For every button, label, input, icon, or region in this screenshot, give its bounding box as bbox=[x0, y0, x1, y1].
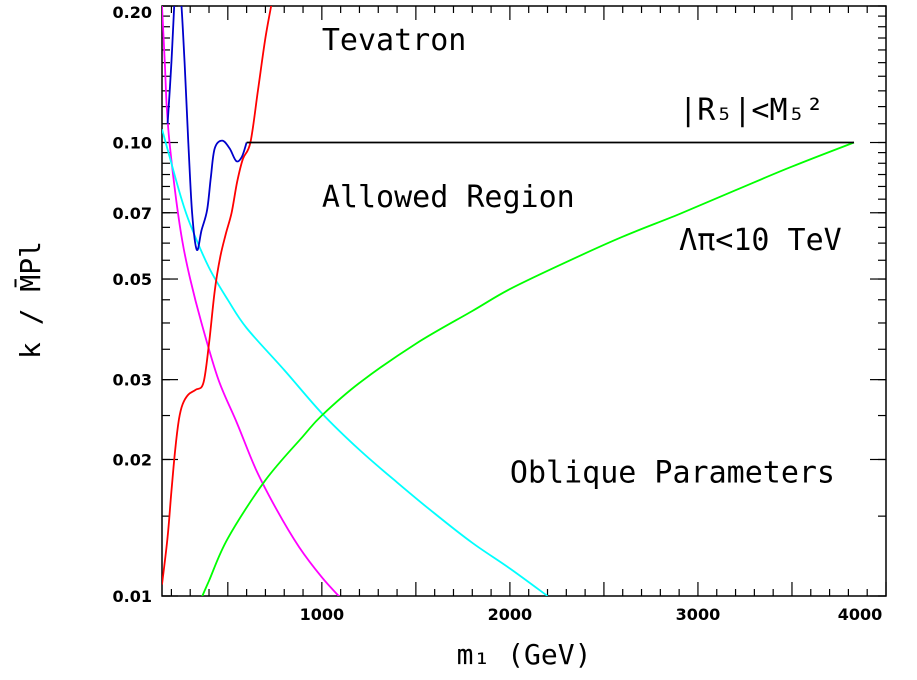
y-tick-label: 0.07 bbox=[113, 204, 152, 223]
y-tick-label: 0.03 bbox=[113, 371, 152, 390]
y-tick-label: 0.10 bbox=[113, 134, 152, 153]
annotation: Allowed Region bbox=[322, 180, 575, 215]
annotation: Tevatron bbox=[322, 23, 467, 58]
x-tick-label: 2000 bbox=[488, 605, 533, 624]
y-tick-label: 0.01 bbox=[113, 587, 152, 606]
annotation: Λπ<10 TeV bbox=[679, 223, 842, 258]
curve-2 bbox=[201, 141, 855, 596]
annotation: Oblique Parameters bbox=[510, 455, 835, 490]
plot-frame bbox=[161, 5, 887, 597]
x-tick-label: 1000 bbox=[300, 605, 345, 624]
curve-4 bbox=[166, 6, 248, 251]
curves bbox=[162, 6, 855, 596]
curve-3 bbox=[162, 6, 273, 585]
annotations: Tevatron |R₅|<M₅² Allowed Region Λπ<10 TeV O… bbox=[322, 23, 842, 490]
y-tick-label: 0.05 bbox=[113, 270, 152, 289]
curve-0 bbox=[162, 6, 340, 596]
y-tick-label: 0.20 bbox=[113, 3, 152, 22]
annotation: |R₅|<M₅² bbox=[679, 93, 824, 128]
x-tick-label: 4000 bbox=[838, 605, 883, 624]
curve-1 bbox=[162, 128, 549, 596]
y-axis-label: k / M̄Pl bbox=[13, 241, 47, 359]
tick-labels: 1000 2000 3000 4000 0.01 0.02 0.03 0.05 0.07 0.10… bbox=[113, 3, 883, 624]
x-axis-label: m₁ (GeV) bbox=[457, 638, 592, 671]
axis-ticks bbox=[162, 5, 887, 597]
y-tick-label: 0.02 bbox=[113, 450, 152, 469]
x-tick-label: 3000 bbox=[676, 605, 721, 624]
